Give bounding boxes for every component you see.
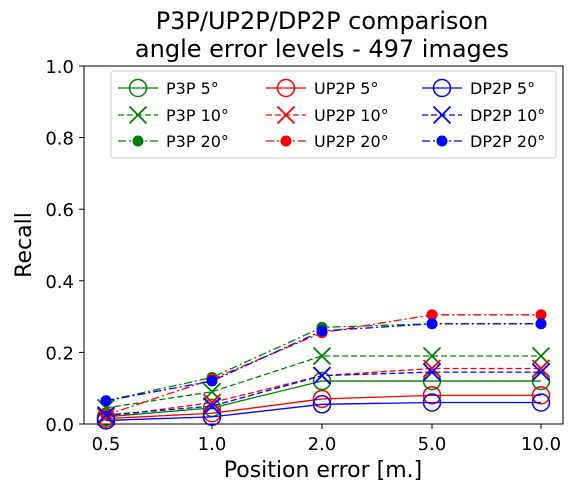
legend-entry: P3P 5° bbox=[118, 78, 219, 98]
data-point bbox=[100, 395, 112, 407]
data-point bbox=[316, 325, 328, 337]
data-point bbox=[422, 359, 442, 378]
series-dp2p-5 bbox=[96, 393, 551, 430]
legend-label: P3P 10° bbox=[166, 106, 229, 125]
legend-entry: DP2P 5° bbox=[422, 78, 535, 98]
legend-label: UP2P 10° bbox=[314, 106, 389, 125]
legend-label: P3P 20° bbox=[166, 132, 229, 151]
legend-entry: UP2P 5° bbox=[266, 78, 378, 98]
x-tick-label: 2.0 bbox=[308, 434, 337, 455]
data-point bbox=[531, 362, 551, 382]
legend-marker bbox=[276, 78, 296, 98]
y-tick-label: 1.0 bbox=[45, 57, 74, 78]
legend-entry: UP2P 20° bbox=[266, 132, 389, 151]
data-point bbox=[531, 386, 551, 405]
data-point bbox=[422, 393, 442, 412]
x-tick-label: 10.0 bbox=[521, 434, 561, 455]
data-point bbox=[312, 366, 332, 385]
x-tick-label: 0.5 bbox=[92, 434, 121, 455]
series-line bbox=[105, 401, 541, 422]
y-tick-label: 0.4 bbox=[45, 272, 74, 293]
x-tick-label: 1.0 bbox=[198, 434, 227, 455]
legend-marker bbox=[132, 135, 144, 147]
data-point bbox=[422, 362, 442, 382]
legend-entry: DP2P 20° bbox=[422, 132, 545, 151]
legend-marker bbox=[436, 135, 448, 147]
series-layer bbox=[96, 309, 551, 430]
legend-marker bbox=[276, 105, 296, 125]
legend-marker bbox=[280, 135, 292, 147]
data-point bbox=[312, 395, 332, 414]
data-point bbox=[531, 359, 551, 378]
series-p3p-10 bbox=[96, 346, 551, 418]
legend-label: DP2P 5° bbox=[470, 79, 535, 98]
series-line bbox=[105, 394, 541, 420]
legend-entry: P3P 10° bbox=[118, 105, 229, 125]
legend-marker bbox=[128, 105, 148, 125]
data-point bbox=[202, 396, 222, 416]
y-tick-label: 0.6 bbox=[45, 200, 74, 221]
x-tick-label: 5.0 bbox=[418, 434, 447, 455]
legend-marker bbox=[432, 105, 452, 125]
series-dp2p-10 bbox=[96, 362, 551, 425]
data-point bbox=[531, 393, 551, 412]
legend-label: DP2P 10° bbox=[470, 106, 545, 125]
series-line bbox=[105, 355, 541, 409]
series-up2p-5 bbox=[96, 386, 551, 428]
plot-frame bbox=[83, 65, 564, 425]
data-point bbox=[422, 386, 442, 405]
data-point bbox=[535, 318, 547, 330]
legend: P3P 5° P3P 10° P3P 20° UP2P 5° UP2P 10° UP2P … bbox=[110, 70, 557, 159]
data-point bbox=[206, 375, 218, 387]
legend-label: DP2P 20° bbox=[470, 132, 545, 151]
y-axis-label: Recall bbox=[12, 212, 37, 278]
legend-entry: DP2P 10° bbox=[422, 105, 545, 125]
y-tick-label: 0.0 bbox=[45, 415, 74, 436]
legend-entry: P3P 20° bbox=[118, 132, 229, 151]
x-axis-label: Position error [m.] bbox=[224, 458, 423, 483]
series-dp2p-20 bbox=[100, 318, 547, 407]
legend-label: P3P 5° bbox=[166, 79, 219, 98]
y-axis: 0.0 0.2 0.4 0.6 0.8 1.0 bbox=[45, 57, 84, 436]
chart-title-line-1: P3P/UP2P/DP2P comparison bbox=[156, 7, 489, 35]
y-tick-label: 0.8 bbox=[45, 129, 74, 150]
legend-marker bbox=[128, 78, 148, 98]
legend-entry: UP2P 10° bbox=[266, 105, 389, 125]
data-point bbox=[426, 318, 438, 330]
legend-label: UP2P 5° bbox=[314, 79, 378, 98]
data-point bbox=[312, 389, 332, 409]
data-point bbox=[96, 411, 116, 430]
data-point bbox=[202, 393, 222, 412]
data-point bbox=[312, 371, 332, 391]
legend-marker bbox=[432, 78, 452, 98]
legend-label: UP2P 20° bbox=[314, 132, 389, 151]
data-point bbox=[96, 405, 116, 425]
y-tick-label: 0.2 bbox=[45, 343, 74, 364]
x-axis: 0.5 1.0 2.0 5.0 10.0 bbox=[92, 424, 561, 455]
series-line bbox=[105, 380, 541, 418]
chart-title-line-2: angle error levels - 497 images bbox=[135, 35, 509, 63]
data-point bbox=[312, 346, 332, 366]
data-point bbox=[202, 407, 222, 427]
